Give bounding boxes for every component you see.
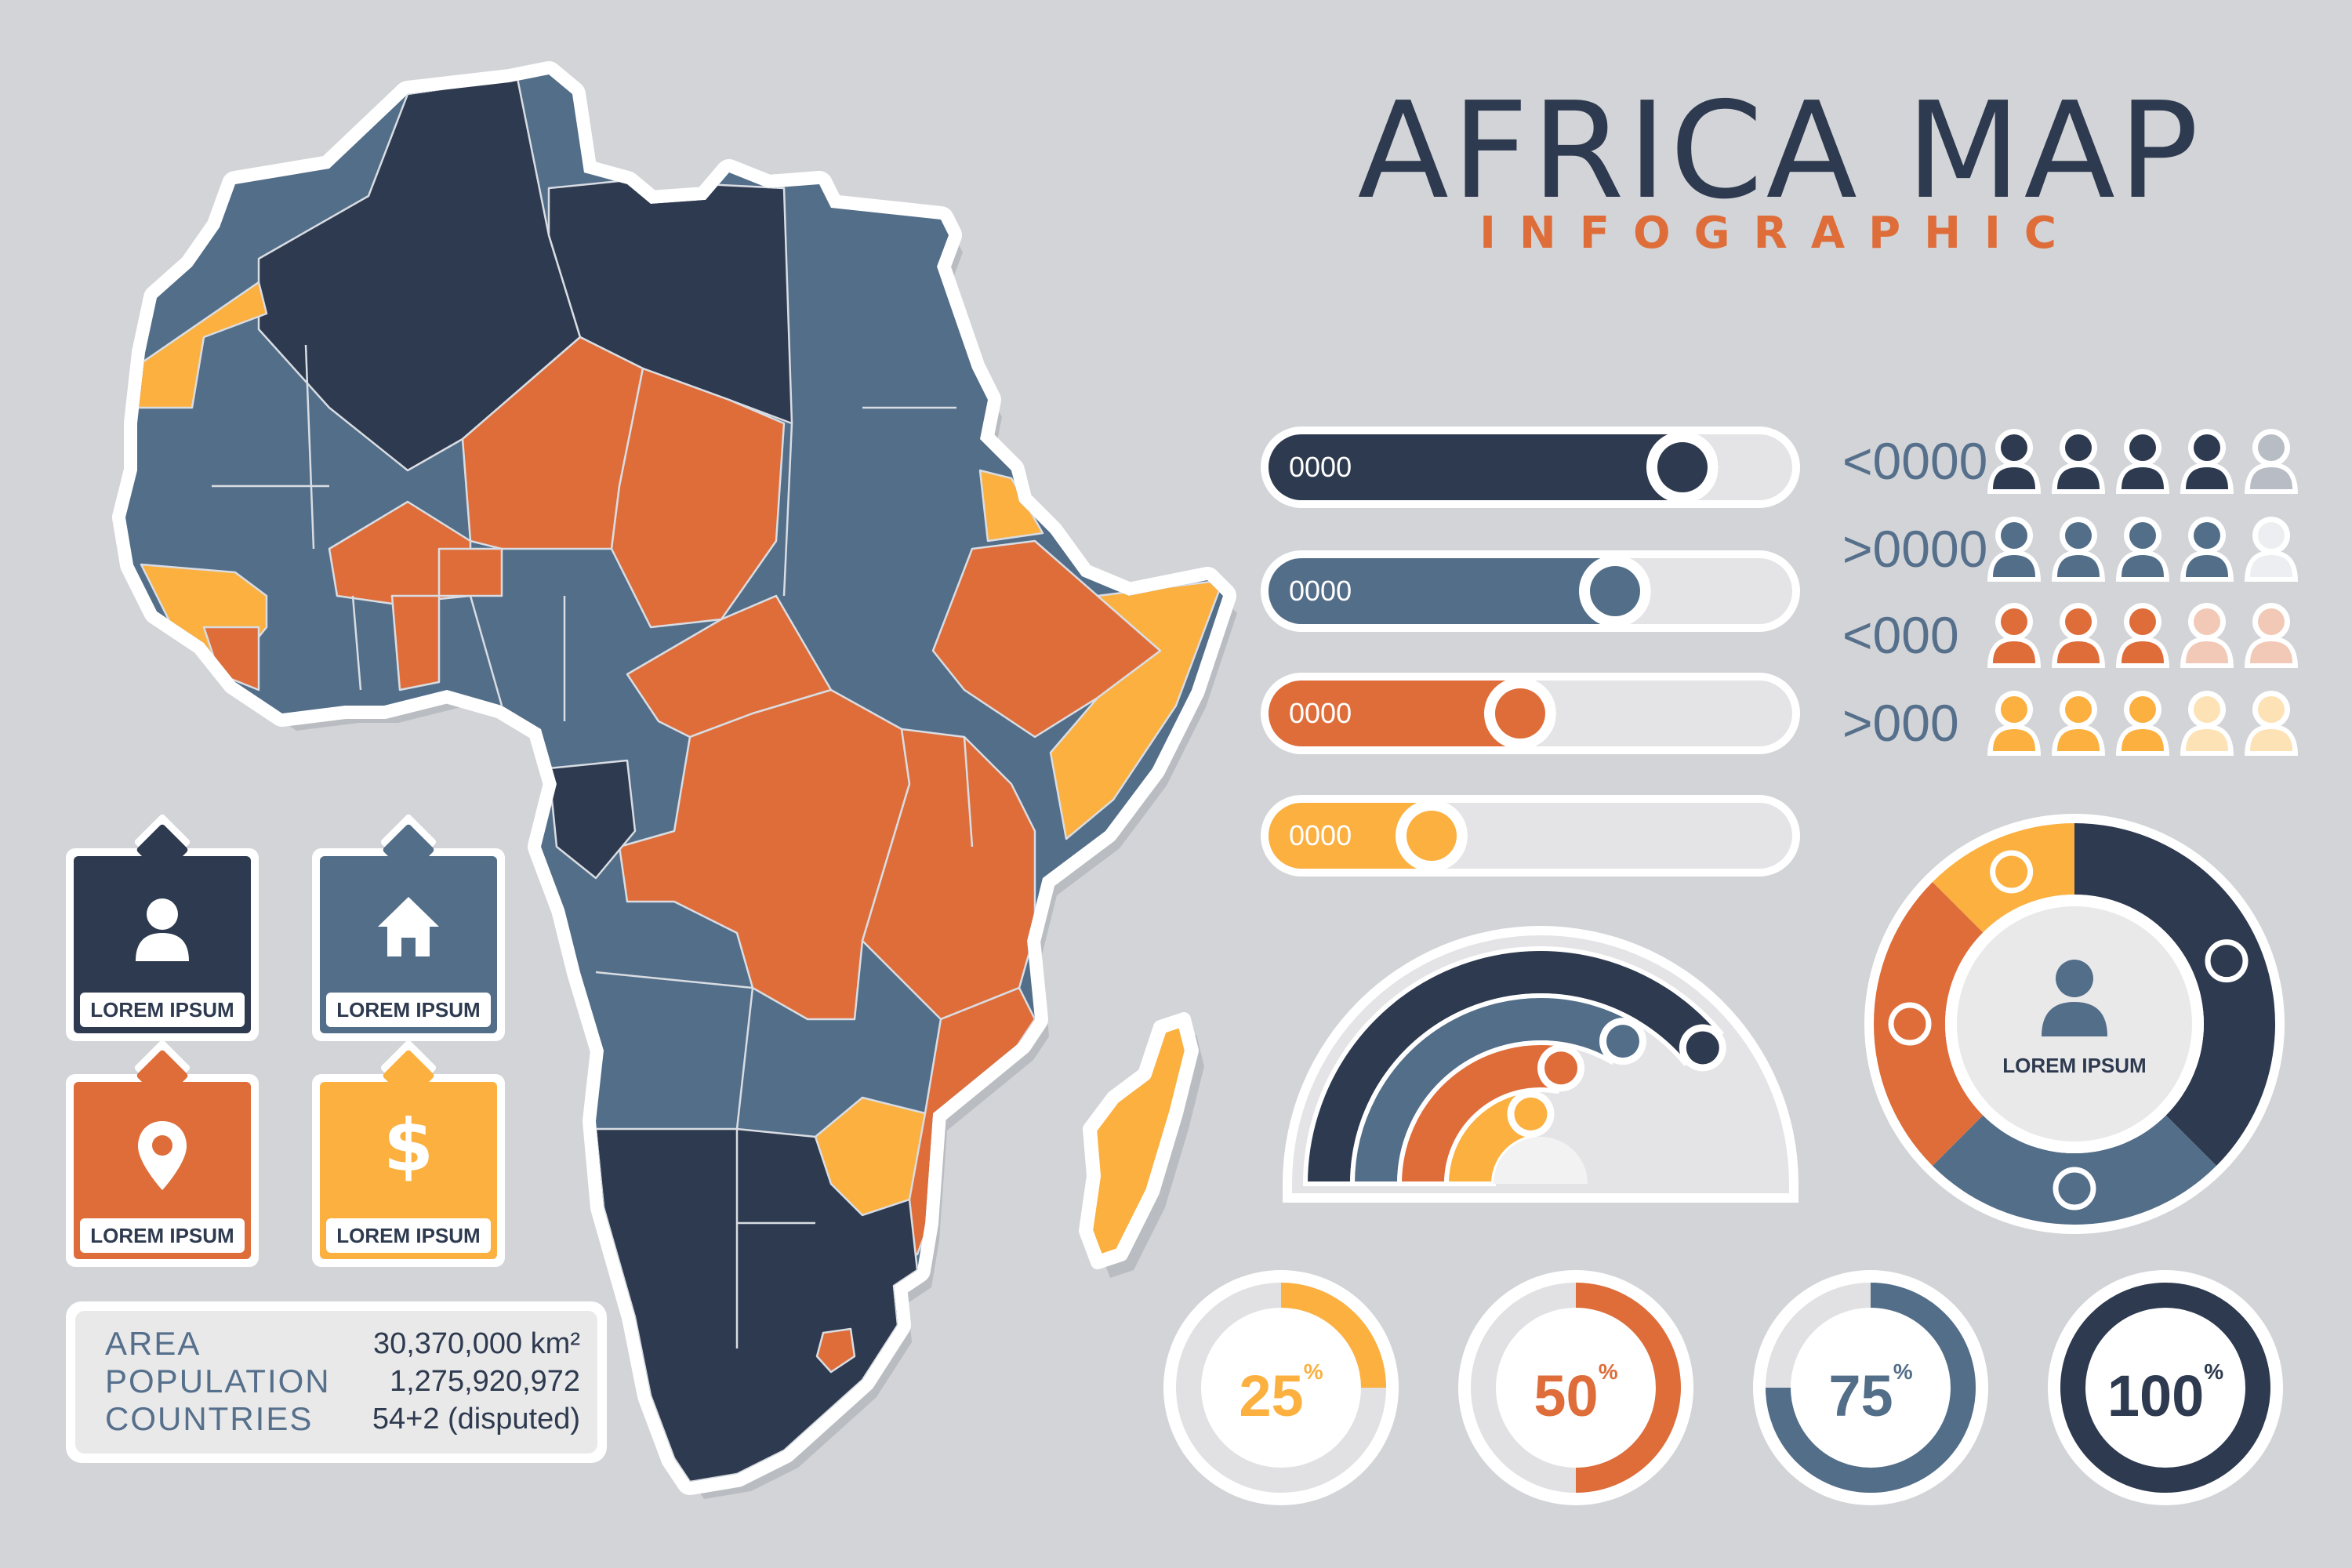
donut-marker [1888, 1002, 1932, 1046]
region-madagascar [1079, 1012, 1199, 1269]
progress-bar: 0000 [1261, 795, 1800, 877]
page-subtitle: INFOGRAPHIC [1479, 208, 2080, 259]
percent-ring: 25% [1163, 1270, 1399, 1505]
area-value: 30,370,000 km² [372, 1327, 580, 1360]
person-icon [2178, 601, 2236, 671]
person-icon [1985, 426, 2043, 497]
location-pin-icon [66, 1118, 259, 1193]
progress-handle[interactable] [1484, 677, 1556, 750]
card-label: LOREM IPSUM [80, 1218, 245, 1253]
card-label: LOREM IPSUM [80, 993, 245, 1027]
progress-bar: 0000 [1261, 550, 1800, 632]
africa-map [112, 61, 1237, 1499]
people-row-label: >0000 [1842, 520, 1988, 578]
card-dollar[interactable]: $ LOREM IPSUM [312, 1039, 505, 1267]
people-row-label: <000 [1842, 606, 1959, 664]
semicircle-knob-core [1544, 1051, 1578, 1085]
progress-fill [1269, 434, 1719, 500]
donut-marker [1990, 850, 2034, 894]
region-lesotho [815, 1327, 856, 1374]
region-chad [610, 367, 786, 629]
percent-arc [1575, 1283, 1681, 1493]
donut-chart: LOREM IPSUM [1863, 812, 2286, 1236]
donut-marker [2205, 939, 2249, 983]
person-icon [2242, 426, 2300, 497]
semicircle-chart [1283, 926, 1798, 1203]
percent-arc [2060, 1283, 2270, 1493]
percent-value: 75% [1828, 1359, 1913, 1428]
progress-label: 0000 [1289, 575, 1352, 607]
progress-label: 0000 [1289, 451, 1352, 483]
person-icon [2037, 953, 2112, 1040]
progress-handle[interactable] [1646, 431, 1719, 503]
card-label: LOREM IPSUM [326, 993, 491, 1027]
percent-arc [1280, 1283, 1386, 1388]
area-label: AREA [105, 1325, 201, 1362]
progress-label: 0000 [1289, 819, 1352, 851]
person-icon [2049, 601, 2107, 671]
progress-bar: 0000 [1261, 673, 1800, 754]
person-icon [2049, 688, 2107, 759]
population-value: 1,275,920,972 [389, 1365, 580, 1398]
region-ghana [390, 594, 441, 691]
card-location[interactable]: LOREM IPSUM [66, 1039, 259, 1267]
percent-ring: 50% [1458, 1270, 1693, 1505]
percent-ring: 75% [1753, 1270, 1988, 1505]
card-home[interactable]: LOREM IPSUM [312, 813, 505, 1041]
region-cameroon-north [437, 547, 503, 597]
population-label: POPULATION [105, 1363, 331, 1399]
region-somalia [1049, 579, 1223, 840]
semicircle-knob-core [1606, 1025, 1639, 1058]
page-title: AFRICA MAP [1357, 74, 2202, 229]
percent-ring: 100% [2048, 1270, 2283, 1505]
semicircle-knob-core [1514, 1097, 1548, 1131]
person-icon [2114, 688, 2172, 759]
person-icon [66, 892, 259, 963]
region-drc [618, 688, 911, 1021]
donut-marker [2053, 1167, 2096, 1210]
person-icon [1985, 601, 2043, 671]
percent-value: 50% [1534, 1359, 1618, 1428]
person-icon [2114, 426, 2172, 497]
person-icon [2242, 688, 2300, 759]
person-icon [2178, 688, 2236, 759]
percent-value: 100% [2107, 1359, 2224, 1428]
progress-bar: 0000 [1261, 426, 1800, 508]
card-person[interactable]: LOREM IPSUM [66, 813, 259, 1041]
stats-panel: AREA 30,370,000 km² POPULATION 1,275,920… [66, 1301, 607, 1463]
percent-arc [1766, 1283, 1976, 1493]
donut-segment [2074, 823, 2275, 1167]
person-icon [1985, 688, 2043, 759]
card-label: LOREM IPSUM [326, 1218, 491, 1253]
person-icon [2242, 514, 2300, 585]
percent-value: 25% [1239, 1359, 1323, 1428]
people-row-label: <0000 [1842, 432, 1988, 490]
people-row-label: >000 [1842, 694, 1959, 752]
progress-handle[interactable] [1579, 555, 1651, 627]
donut-label: LOREM IPSUM [2002, 1054, 2147, 1077]
region-southern-africa [594, 1127, 919, 1482]
semicircle-knob-core [1686, 1031, 1719, 1065]
person-icon [2049, 514, 2107, 585]
person-icon [2114, 514, 2172, 585]
donut-segment [1932, 823, 2074, 933]
person-icon [2242, 601, 2300, 671]
region-eritrea [978, 469, 1044, 543]
region-gabon [547, 759, 637, 880]
countries-label: COUNTRIES [105, 1400, 314, 1437]
countries-value: 54+2 (disputed) [372, 1403, 580, 1436]
person-icon [2049, 426, 2107, 497]
dollar-icon: $ [383, 1104, 434, 1188]
person-icon [2178, 426, 2236, 497]
person-icon [2114, 601, 2172, 671]
progress-label: 0000 [1289, 697, 1352, 729]
home-icon [312, 892, 505, 960]
person-icon [2178, 514, 2236, 585]
progress-handle[interactable] [1396, 800, 1468, 872]
person-icon [1985, 514, 2043, 585]
